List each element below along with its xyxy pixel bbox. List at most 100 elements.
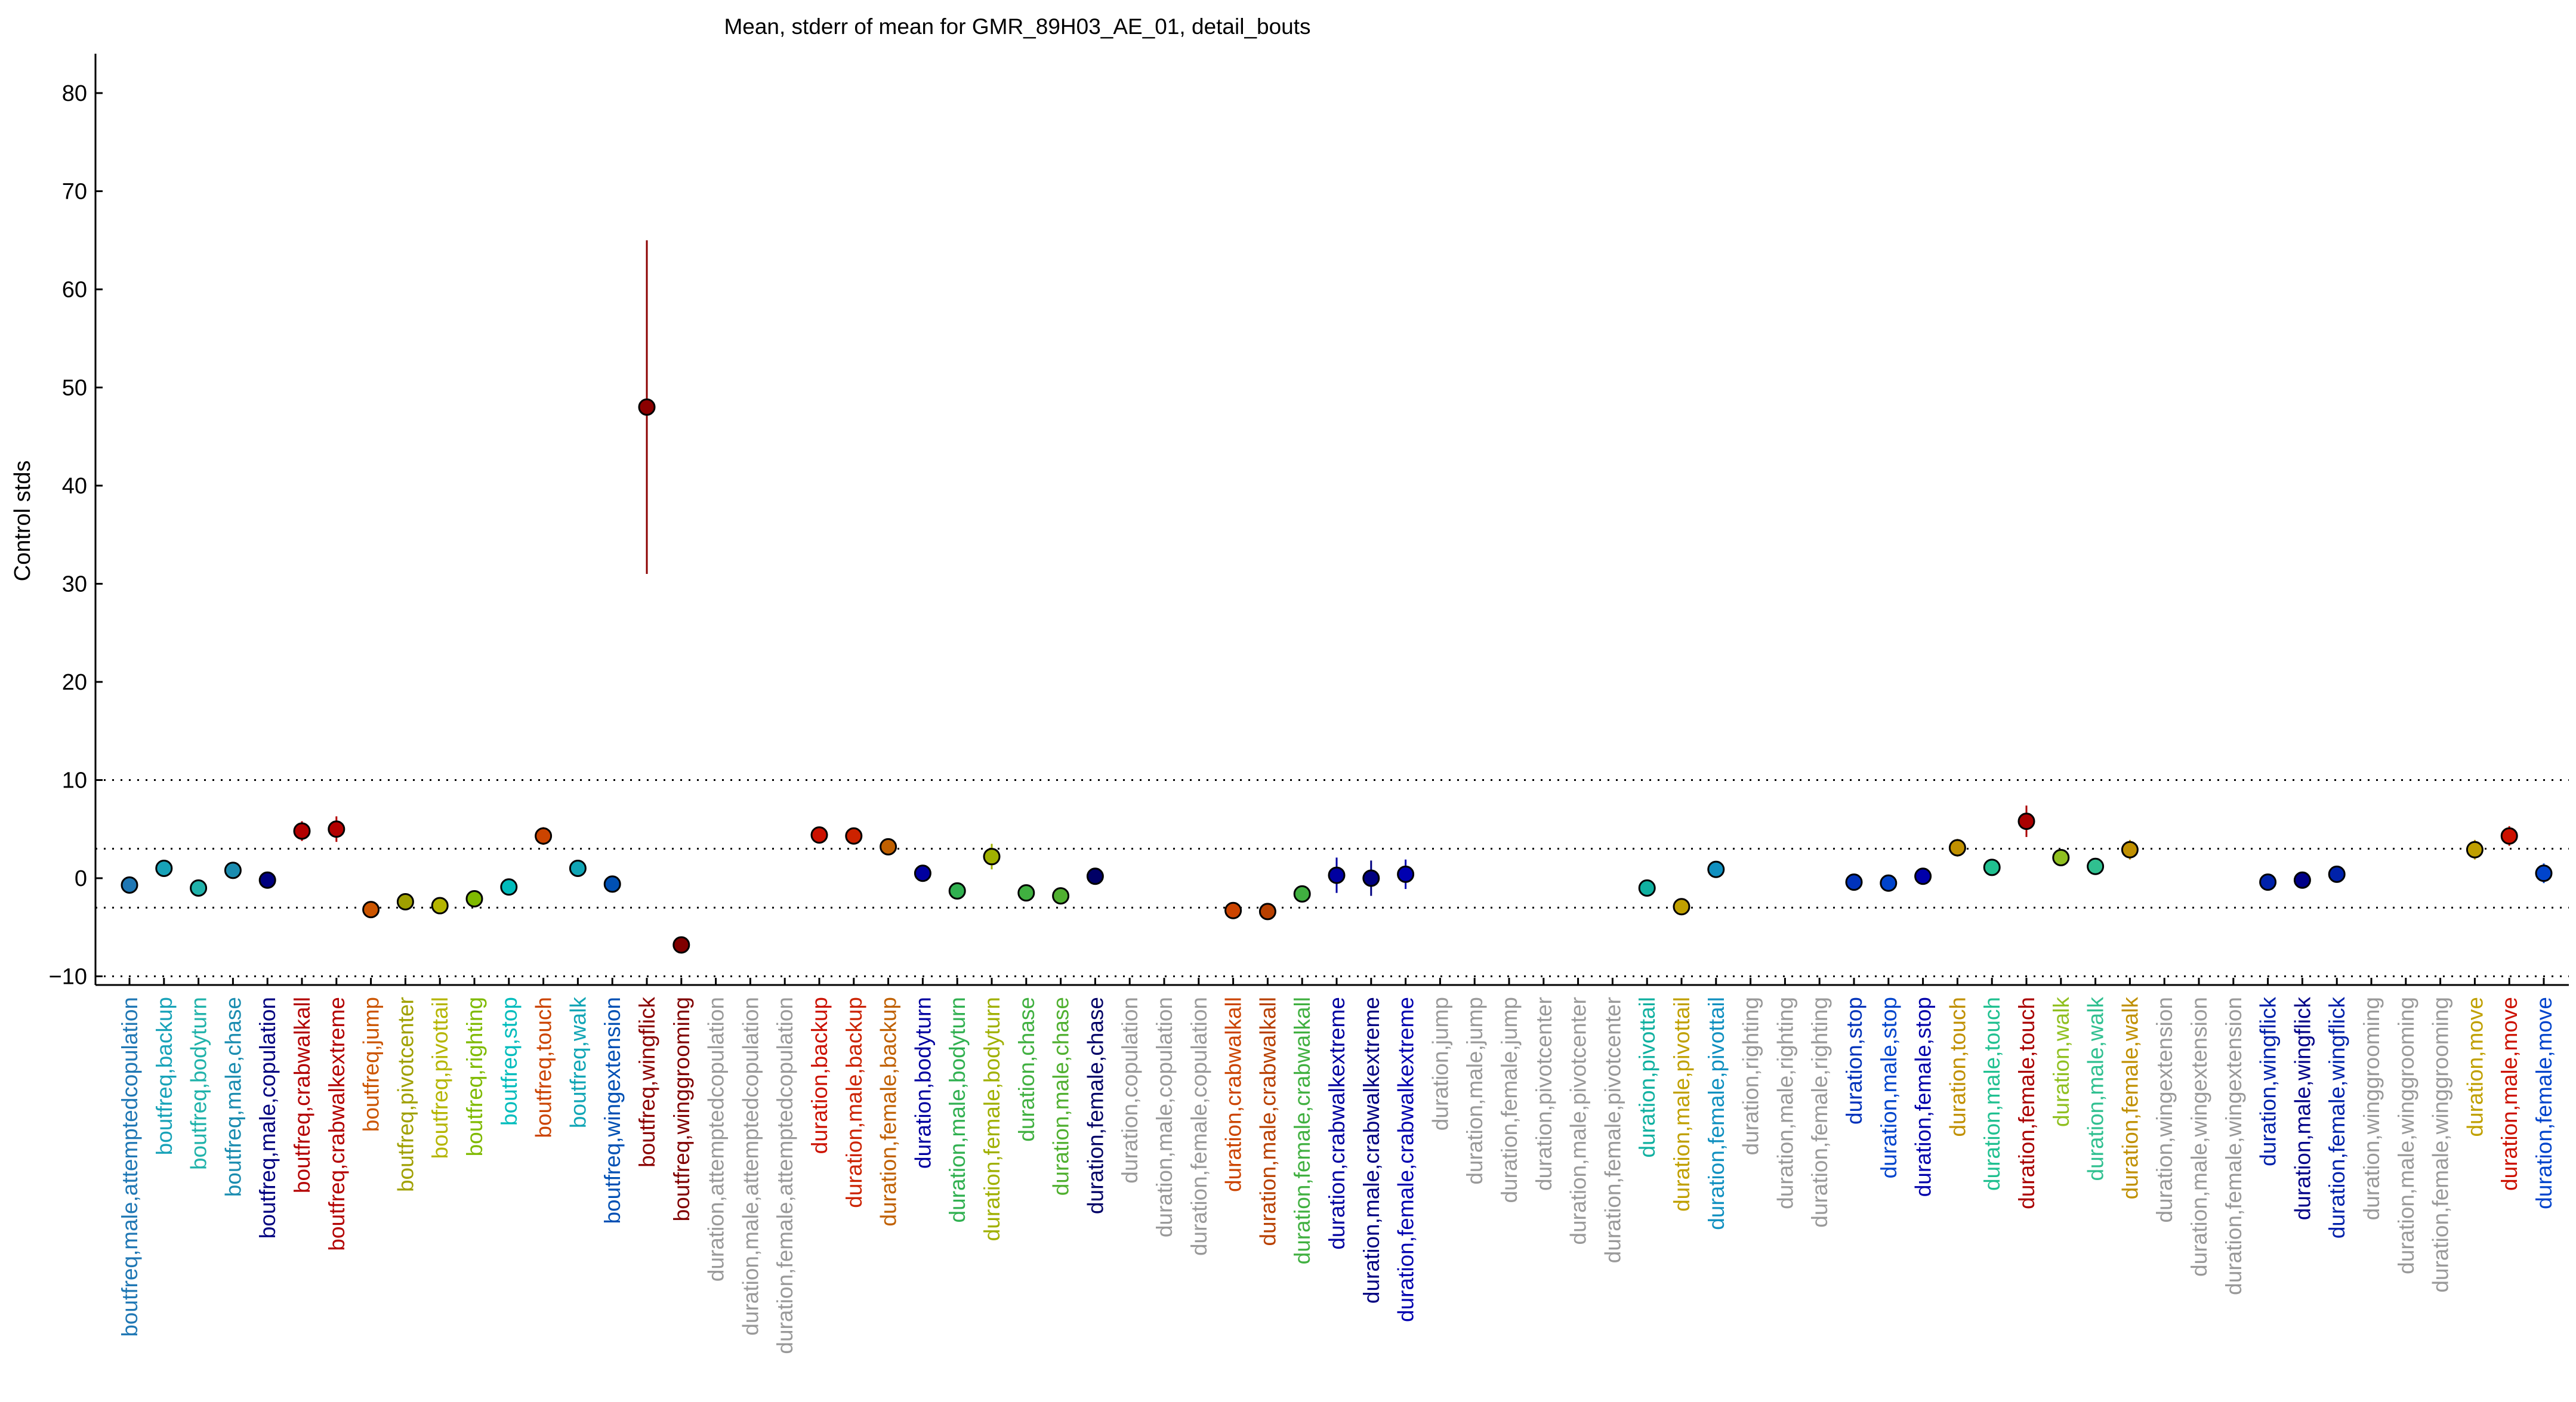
x-tick-label: boutfreq,jump — [359, 997, 384, 1132]
y-tick-label: 0 — [75, 866, 87, 891]
x-tick-label: duration,crabwalkall — [1221, 997, 1246, 1192]
mean-marker — [2087, 857, 2105, 875]
x-tick-label: duration,female,wingflick — [2325, 997, 2349, 1239]
x-tick-label: duration,male,chase — [1049, 997, 1073, 1196]
x-tick-label: duration,female,chase — [1083, 997, 1107, 1214]
x-tick-label: boutfreq,pivotcenter — [393, 997, 418, 1192]
x-tick-label: duration,pivottail — [1635, 997, 1659, 1157]
x-tick-label: duration,female,bodyturn — [980, 997, 1004, 1241]
reference-lines — [95, 779, 2569, 977]
mean-marker — [1914, 867, 1932, 885]
x-tick-label: duration,touch — [1945, 997, 1970, 1137]
x-tick-label: duration,male,stop — [1877, 997, 1901, 1178]
y-tick-label: 10 — [62, 768, 87, 793]
x-tick-label: boutfreq,male,chase — [221, 997, 245, 1197]
mean-marker — [190, 879, 208, 897]
x-tick-label: duration,female,jump — [1497, 997, 1522, 1203]
x-tick-label: boutfreq,crabwalkextreme — [325, 997, 349, 1251]
x-tick-label: duration,male,wingextension — [2187, 997, 2211, 1277]
x-tick-label: duration,backup — [807, 997, 832, 1154]
x-tick-label: duration,female,pivotcenter — [1600, 997, 1625, 1263]
x-tick-labels: boutfreq,male,attemptedcopulation boutfre… — [118, 978, 2556, 1354]
mean-marker — [224, 861, 242, 879]
mean-marker — [2535, 864, 2553, 882]
mean-marker — [2259, 873, 2277, 891]
mean-marker — [845, 827, 863, 845]
mean-marker — [672, 936, 690, 954]
mean-marker — [2017, 813, 2035, 830]
y-tick-label: 30 — [62, 572, 87, 597]
mean-marker — [1397, 865, 1415, 883]
data-points — [121, 240, 2553, 954]
mean-marker — [1052, 887, 1070, 905]
x-tick-label: duration,male,walk — [2084, 997, 2108, 1181]
mean-marker — [293, 822, 311, 840]
x-tick-label: duration,female,attemptedcopulation — [773, 997, 797, 1354]
x-tick-label: boutfreq,wingflick — [635, 997, 659, 1168]
mean-marker — [880, 838, 897, 856]
x-tick-label: duration,wingextension — [2152, 997, 2177, 1222]
x-tick-label: duration,female,pivottail — [1704, 997, 1729, 1230]
x-tick-label: boutfreq,male,copulation — [255, 997, 280, 1239]
x-tick-label: boutfreq,winggrooming — [670, 997, 694, 1221]
mean-marker — [1362, 869, 1380, 887]
chart-title: Mean, stderr of mean for GMR_89H03_AE_01… — [724, 14, 1310, 39]
mean-marker — [1293, 885, 1311, 903]
x-tick-label: boutfreq,backup — [152, 997, 177, 1155]
x-tick-label: duration,move — [2463, 997, 2487, 1137]
y-tick-label: 70 — [62, 180, 87, 205]
x-tick-label: boutfreq,wingextension — [600, 997, 625, 1224]
mean-marker — [2052, 848, 2070, 866]
mean-marker — [396, 893, 414, 910]
mean-marker — [810, 826, 828, 844]
x-tick-label: duration,female,righting — [1807, 997, 1832, 1228]
x-tick-label: duration,pivotcenter — [1532, 997, 1556, 1191]
x-tick-label: duration,bodyturn — [911, 997, 935, 1169]
mean-marker — [603, 875, 621, 893]
x-tick-label: duration,female,move — [2532, 997, 2556, 1209]
x-tick-label: duration,female,winggrooming — [2429, 997, 2453, 1293]
x-tick-label: duration,male,copulation — [1152, 997, 1177, 1237]
x-tick-label: duration,winggrooming — [2359, 997, 2384, 1220]
x-tick-label: duration,female,crabwalkall — [1290, 997, 1315, 1264]
x-tick-label: duration,female,backup — [877, 997, 901, 1227]
x-tick-label: boutfreq,bodyturn — [187, 997, 211, 1170]
x-tick-label: duration,male,winggrooming — [2394, 997, 2418, 1274]
mean-marker — [2500, 827, 2518, 845]
mean-marker — [1258, 903, 1276, 921]
x-tick-label: boutfreq,walk — [566, 997, 590, 1129]
y-tick-label: 50 — [62, 376, 87, 401]
x-tick-label: duration,male,pivotcenter — [1566, 997, 1591, 1244]
mean-marker — [535, 827, 553, 845]
y-tick-label: 60 — [62, 277, 87, 302]
x-tick-label: duration,male,bodyturn — [945, 997, 970, 1222]
x-tick-label: boutfreq,righting — [462, 997, 487, 1156]
x-tick-label: duration,female,wingextension — [2222, 997, 2246, 1295]
x-tick-label: duration,copulation — [1118, 997, 1142, 1184]
y-axis-label: Control stds — [10, 461, 35, 582]
mean-marker — [155, 860, 173, 878]
x-tick-label: duration,male,crabwalkall — [1255, 997, 1280, 1246]
x-tick-label: duration,righting — [1739, 997, 1763, 1155]
x-tick-label: duration,female,stop — [1911, 997, 1936, 1197]
x-tick-label: boutfreq,stop — [497, 997, 522, 1126]
mean-marker — [1224, 901, 1242, 919]
mean-marker — [362, 901, 380, 919]
y-tick-label: 80 — [62, 81, 87, 106]
x-tick-label: duration,female,crabwalkextreme — [1394, 997, 1418, 1322]
axes — [94, 54, 2569, 986]
x-tick-label: duration,female,copulation — [1187, 997, 1211, 1256]
mean-marker — [948, 882, 966, 900]
mean-marker — [121, 876, 138, 894]
x-tick-label: boutfreq,touch — [532, 997, 556, 1138]
x-tick-label: duration,male,attemptedcopulation — [738, 997, 763, 1336]
mean-marker — [2121, 841, 2139, 859]
x-tick-label: duration,female,walk — [2118, 997, 2142, 1200]
mean-marker — [258, 871, 276, 889]
x-tick-label: duration,male,pivottail — [1670, 997, 1694, 1212]
mean-marker — [1017, 884, 1035, 902]
x-tick-label: boutfreq,male,attemptedcopulation — [118, 997, 142, 1337]
x-tick-label: duration,male,jump — [1463, 997, 1487, 1185]
x-tick-label: duration,male,wingflick — [2290, 997, 2315, 1221]
